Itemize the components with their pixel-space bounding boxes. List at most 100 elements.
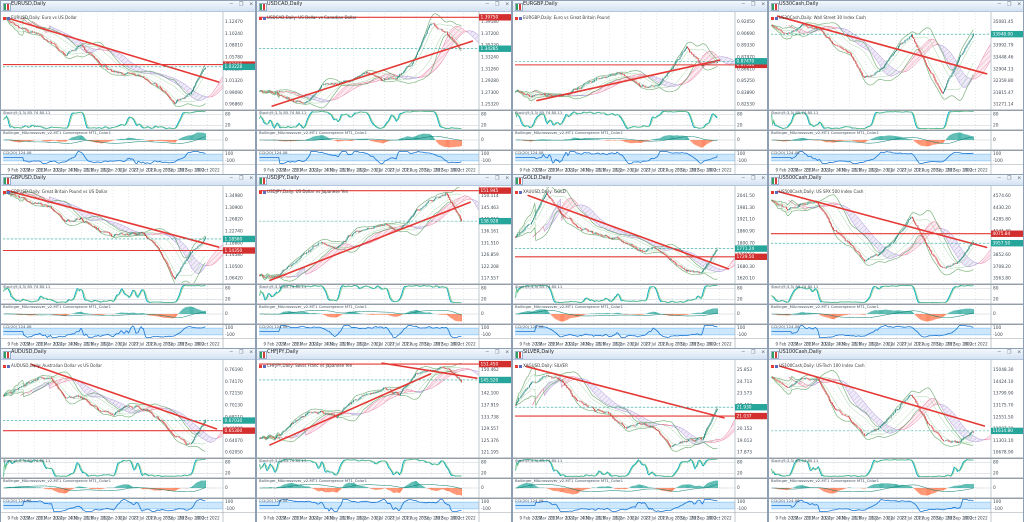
chart-window: US30Cash,Daily ─ ❐ ✕ US30Cash,Daily: Wal… <box>768 0 1024 174</box>
close-icon[interactable]: ✕ <box>505 349 510 355</box>
chart-canvas[interactable] <box>1 186 255 348</box>
minimize-icon[interactable]: ─ <box>485 175 489 181</box>
chart-window-titlebar[interactable]: US100Cash,Daily ─ ❐ ✕ <box>769 349 1023 360</box>
minimize-icon[interactable]: ─ <box>485 1 489 7</box>
window-controls: ─ ❐ ✕ <box>225 175 254 184</box>
chart-body: GBPUSD,Daily: Great Britain Pound vs US … <box>1 186 255 348</box>
chart-body: XAUUSD,Daily: GOLD Stoch(9,3,3) 85.74 80… <box>513 186 767 348</box>
chart-body: CHFJPY,Daily: Swiss Franc vs Japanese Ye… <box>257 360 511 522</box>
chart-window-titlebar[interactable]: GBPUSD,Daily ─ ❐ ✕ <box>1 175 255 186</box>
window-controls: ─ ❐ ✕ <box>993 175 1022 184</box>
chart-body: US100Cash,Daily: US-Tech 100 Index Cash … <box>769 360 1023 522</box>
close-icon[interactable]: ✕ <box>1017 1 1022 7</box>
chart-window-titlebar[interactable]: US500Cash,Daily ─ ❐ ✕ <box>769 175 1023 186</box>
chart-window-title: US30Cash,Daily <box>779 1 819 7</box>
chart-icon <box>259 351 267 359</box>
window-controls: ─ ❐ ✕ <box>993 1 1022 10</box>
chart-canvas[interactable] <box>513 186 767 348</box>
close-icon[interactable]: ✕ <box>761 1 766 7</box>
chart-window-title: US500Cash,Daily <box>779 175 822 181</box>
chart-window-titlebar[interactable]: USDCAD,Daily ─ ❐ ✕ <box>257 1 511 12</box>
restore-icon[interactable]: ❐ <box>750 1 756 7</box>
minimize-icon[interactable]: ─ <box>741 1 745 7</box>
restore-icon[interactable]: ❐ <box>750 175 756 181</box>
chart-canvas[interactable] <box>769 360 1023 522</box>
chart-window: USDCAD,Daily ─ ❐ ✕ USDCAD,Daily: US Doll… <box>256 0 512 174</box>
chart-window: USDJPY,Daily ─ ❐ ✕ USDJPY,Daily: US Doll… <box>256 174 512 348</box>
chart-window-titlebar[interactable]: GOLD,Daily ─ ❐ ✕ <box>513 175 767 186</box>
minimize-icon[interactable]: ─ <box>997 349 1001 355</box>
chart-window-title: USDJPY,Daily <box>267 175 300 181</box>
restore-icon[interactable]: ❐ <box>238 349 244 355</box>
close-icon[interactable]: ✕ <box>505 1 510 7</box>
window-controls: ─ ❐ ✕ <box>737 349 766 358</box>
chart-window: GOLD,Daily ─ ❐ ✕ XAUUSD,Daily: GOLD Stoc… <box>512 174 768 348</box>
chart-body: EURGBP,Daily: Euro vs Great Britain Poun… <box>513 12 767 174</box>
chart-window-titlebar[interactable]: AUDUSD,Daily ─ ❐ ✕ <box>1 349 255 360</box>
chart-window-title: US100Cash,Daily <box>779 349 822 355</box>
close-icon[interactable]: ✕ <box>505 175 510 181</box>
chart-window-titlebar[interactable]: USDJPY,Daily ─ ❐ ✕ <box>257 175 511 186</box>
chart-canvas[interactable] <box>257 12 511 174</box>
window-controls: ─ ❐ ✕ <box>481 175 510 184</box>
minimize-icon[interactable]: ─ <box>229 349 233 355</box>
window-controls: ─ ❐ ✕ <box>993 349 1022 358</box>
restore-icon[interactable]: ❐ <box>1006 1 1012 7</box>
window-controls: ─ ❐ ✕ <box>737 175 766 184</box>
chart-icon <box>515 3 523 11</box>
minimize-icon[interactable]: ─ <box>229 175 233 181</box>
chart-icon <box>515 177 523 185</box>
chart-canvas[interactable] <box>513 12 767 174</box>
chart-canvas[interactable] <box>769 186 1023 348</box>
minimize-icon[interactable]: ─ <box>485 349 489 355</box>
chart-window: SILVER,Daily ─ ❐ ✕ XAGUSD,Daily: SILVER … <box>512 348 768 522</box>
chart-icon <box>515 351 523 359</box>
restore-icon[interactable]: ❐ <box>494 175 500 181</box>
restore-icon[interactable]: ❐ <box>1006 175 1012 181</box>
chart-canvas[interactable] <box>1 360 255 522</box>
chart-canvas[interactable] <box>1 12 255 174</box>
close-icon[interactable]: ✕ <box>1017 349 1022 355</box>
chart-window: CHFJPY,Daily ─ ❐ ✕ CHFJPY,Daily: Swiss F… <box>256 348 512 522</box>
chart-body: AUDUSD,Daily: Australian Dollar vs US Do… <box>1 360 255 522</box>
chart-window-titlebar[interactable]: SILVER,Daily ─ ❐ ✕ <box>513 349 767 360</box>
chart-body: USDCAD,Daily: US Dollar vs Canadian Doll… <box>257 12 511 174</box>
restore-icon[interactable]: ❐ <box>494 1 500 7</box>
chart-window-titlebar[interactable]: EURGBP,Daily ─ ❐ ✕ <box>513 1 767 12</box>
restore-icon[interactable]: ❐ <box>1006 349 1012 355</box>
close-icon[interactable]: ✕ <box>249 1 254 7</box>
chart-body: XAGUSD,Daily: SILVER Stoch(9,3,3) 85.74 … <box>513 360 767 522</box>
close-icon[interactable]: ✕ <box>249 349 254 355</box>
chart-window: US500Cash,Daily ─ ❐ ✕ US500Cash,Daily: U… <box>768 174 1024 348</box>
chart-canvas[interactable] <box>257 360 511 522</box>
chart-window-titlebar[interactable]: EURUSD,Daily ─ ❐ ✕ <box>1 1 255 12</box>
chart-window-title: USDCAD,Daily <box>267 1 303 7</box>
chart-window-title: EURGBP,Daily <box>523 1 558 7</box>
chart-icon <box>3 351 11 359</box>
restore-icon[interactable]: ❐ <box>494 349 500 355</box>
close-icon[interactable]: ✕ <box>761 349 766 355</box>
chart-window-title: GOLD,Daily <box>523 175 552 181</box>
minimize-icon[interactable]: ─ <box>997 175 1001 181</box>
chart-window-titlebar[interactable]: CHFJPY,Daily ─ ❐ ✕ <box>257 349 511 360</box>
restore-icon[interactable]: ❐ <box>238 1 244 7</box>
chart-icon <box>259 177 267 185</box>
chart-body: US30Cash,Daily: Wall Street 30 Index Cas… <box>769 12 1023 174</box>
minimize-icon[interactable]: ─ <box>741 175 745 181</box>
restore-icon[interactable]: ❐ <box>750 349 756 355</box>
minimize-icon[interactable]: ─ <box>229 1 233 7</box>
chart-canvas[interactable] <box>257 186 511 348</box>
chart-canvas[interactable] <box>769 12 1023 174</box>
minimize-icon[interactable]: ─ <box>997 1 1001 7</box>
restore-icon[interactable]: ❐ <box>238 175 244 181</box>
close-icon[interactable]: ✕ <box>249 175 254 181</box>
close-icon[interactable]: ✕ <box>761 175 766 181</box>
chart-canvas[interactable] <box>513 360 767 522</box>
minimize-icon[interactable]: ─ <box>741 349 745 355</box>
chart-window-title: SILVER,Daily <box>523 349 554 355</box>
close-icon[interactable]: ✕ <box>1017 175 1022 181</box>
chart-body: US500Cash,Daily: US SPX 500 Index Cash S… <box>769 186 1023 348</box>
window-controls: ─ ❐ ✕ <box>225 1 254 10</box>
chart-window-titlebar[interactable]: US30Cash,Daily ─ ❐ ✕ <box>769 1 1023 12</box>
